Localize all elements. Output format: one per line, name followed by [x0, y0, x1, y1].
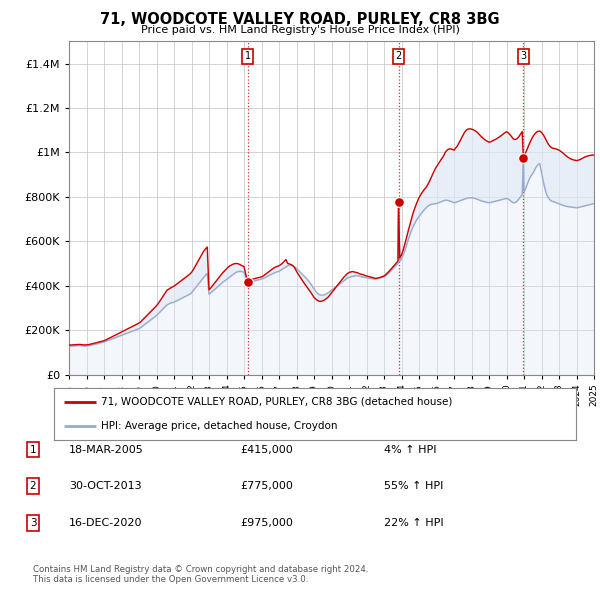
Text: 3: 3 [520, 51, 526, 61]
Text: 71, WOODCOTE VALLEY ROAD, PURLEY, CR8 3BG (detached house): 71, WOODCOTE VALLEY ROAD, PURLEY, CR8 3B… [101, 396, 452, 407]
Text: 2: 2 [29, 481, 37, 491]
Text: This data is licensed under the Open Government Licence v3.0.: This data is licensed under the Open Gov… [33, 575, 308, 584]
Text: 4% ↑ HPI: 4% ↑ HPI [384, 445, 437, 454]
Text: 18-MAR-2005: 18-MAR-2005 [69, 445, 144, 454]
Text: 2: 2 [395, 51, 401, 61]
Text: 1: 1 [245, 51, 251, 61]
Text: 1: 1 [29, 445, 37, 454]
Text: 16-DEC-2020: 16-DEC-2020 [69, 518, 143, 527]
Text: 3: 3 [29, 518, 37, 527]
Text: 71, WOODCOTE VALLEY ROAD, PURLEY, CR8 3BG: 71, WOODCOTE VALLEY ROAD, PURLEY, CR8 3B… [100, 12, 500, 27]
Text: £415,000: £415,000 [240, 445, 293, 454]
Text: £975,000: £975,000 [240, 518, 293, 527]
Text: 30-OCT-2013: 30-OCT-2013 [69, 481, 142, 491]
Text: 22% ↑ HPI: 22% ↑ HPI [384, 518, 443, 527]
Text: Price paid vs. HM Land Registry's House Price Index (HPI): Price paid vs. HM Land Registry's House … [140, 25, 460, 35]
Text: HPI: Average price, detached house, Croydon: HPI: Average price, detached house, Croy… [101, 421, 337, 431]
Text: 55% ↑ HPI: 55% ↑ HPI [384, 481, 443, 491]
Text: £775,000: £775,000 [240, 481, 293, 491]
Text: Contains HM Land Registry data © Crown copyright and database right 2024.: Contains HM Land Registry data © Crown c… [33, 565, 368, 573]
